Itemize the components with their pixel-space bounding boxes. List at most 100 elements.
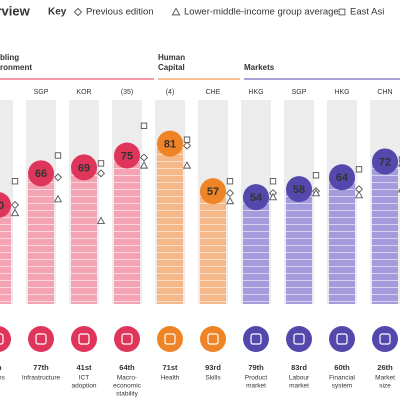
section-label: bling bbox=[0, 53, 19, 62]
pillar-icon-glyph bbox=[336, 333, 348, 345]
score-circle bbox=[0, 192, 11, 218]
square-marker bbox=[183, 136, 191, 143]
pillar-label: Labour bbox=[289, 375, 310, 382]
pillar-label: tions bbox=[0, 375, 6, 382]
key-label: Key bbox=[48, 7, 67, 18]
square-marker bbox=[312, 172, 320, 179]
pillar-label: adoption bbox=[72, 383, 97, 390]
square-marker bbox=[226, 178, 234, 185]
score-circle bbox=[114, 142, 140, 169]
pillar-label: Product bbox=[245, 375, 268, 382]
score-circle bbox=[157, 130, 183, 157]
bar-stripes bbox=[329, 177, 355, 304]
pillar-icon bbox=[28, 326, 54, 352]
score-circle bbox=[372, 148, 398, 175]
bar-stripes bbox=[71, 167, 97, 304]
triangle-marker bbox=[354, 190, 364, 199]
score-label: 57 bbox=[207, 186, 219, 198]
pillar-icon-glyph bbox=[293, 333, 305, 345]
score-circle bbox=[286, 176, 312, 203]
score-label: 50 bbox=[0, 200, 4, 212]
rank-label: 79th bbox=[248, 363, 264, 372]
best-performer: CHE bbox=[206, 89, 221, 96]
score-label: 58 bbox=[293, 184, 305, 196]
section-label: Markets bbox=[244, 63, 275, 72]
pillar-icon-glyph bbox=[0, 333, 4, 345]
rank-label: 71st bbox=[162, 363, 178, 372]
pillar-label: Health bbox=[161, 375, 180, 382]
pillar-label: size bbox=[379, 383, 391, 390]
score-label: 54 bbox=[250, 192, 263, 204]
rank-label: 60th bbox=[334, 363, 350, 372]
pillar-label: Infrastructure bbox=[22, 375, 61, 382]
triangle-marker bbox=[182, 161, 192, 169]
rank-label: 26th bbox=[377, 363, 393, 372]
score-label: 75 bbox=[121, 150, 133, 162]
legend-label: Lower-middle-income group average bbox=[184, 7, 339, 18]
pillar-label: Market bbox=[375, 375, 395, 382]
pillar-label: system bbox=[332, 383, 353, 390]
bar-stripes bbox=[372, 161, 398, 304]
diamond-marker bbox=[96, 169, 106, 178]
triangle-marker bbox=[171, 7, 181, 16]
square-marker bbox=[269, 178, 277, 185]
diamond-marker bbox=[10, 200, 20, 210]
score-label: 64 bbox=[336, 172, 349, 184]
triangle-marker bbox=[311, 188, 321, 197]
best-performer: N bbox=[0, 89, 1, 96]
section-label: Capital bbox=[158, 63, 185, 72]
pillar-icon bbox=[372, 326, 398, 352]
pillar-icon bbox=[71, 326, 97, 352]
pillar-label: Financial bbox=[329, 375, 356, 382]
legend-label: East Asi bbox=[350, 7, 384, 18]
triangle-marker bbox=[139, 161, 149, 169]
triangle-marker bbox=[268, 192, 278, 201]
best-performer: KOR bbox=[76, 89, 91, 96]
pillar-icon-glyph bbox=[121, 333, 133, 345]
diamond-marker bbox=[139, 153, 149, 162]
score-circle bbox=[200, 178, 226, 205]
square-marker bbox=[338, 8, 346, 16]
square-marker bbox=[11, 178, 19, 185]
bar-stripes bbox=[243, 197, 269, 304]
section-label: ronment bbox=[0, 63, 32, 72]
pillar-icon bbox=[286, 326, 312, 352]
square-marker bbox=[97, 160, 105, 167]
rank-label: 77th bbox=[33, 363, 49, 372]
square-marker bbox=[54, 152, 62, 159]
score-label: 69 bbox=[78, 162, 90, 174]
best-performer: HKG bbox=[248, 89, 263, 96]
bar-stripes bbox=[157, 143, 183, 304]
bar-stripes bbox=[28, 173, 54, 304]
pillar-icon-glyph bbox=[207, 333, 219, 345]
pillar-icon bbox=[114, 326, 140, 352]
rank-label: 83rd bbox=[291, 363, 307, 372]
pillar-label: economic bbox=[113, 383, 142, 390]
pillar-label: market bbox=[246, 383, 266, 390]
square-marker bbox=[140, 122, 148, 129]
rank-label: th bbox=[0, 363, 2, 372]
triangle-marker bbox=[225, 196, 235, 205]
pillar-label: stability bbox=[116, 391, 138, 398]
section-label: Human bbox=[158, 53, 185, 62]
diamond-marker bbox=[73, 7, 83, 17]
score-circle bbox=[329, 164, 355, 191]
best-performer: SGP bbox=[292, 89, 307, 96]
triangle-marker bbox=[10, 208, 20, 217]
pillar-icon-glyph bbox=[35, 333, 47, 345]
bar-stripes bbox=[286, 189, 312, 304]
triangle-marker bbox=[53, 194, 63, 203]
bar-stripes bbox=[200, 191, 226, 304]
square-marker bbox=[355, 166, 363, 173]
diamond-marker bbox=[182, 141, 192, 150]
score-circle bbox=[71, 154, 97, 181]
score-label: 66 bbox=[35, 168, 47, 180]
pillar-icon-glyph bbox=[78, 333, 90, 345]
pillar-icon-glyph bbox=[164, 333, 176, 345]
pillar-icon bbox=[200, 326, 226, 352]
score-label: 81 bbox=[164, 139, 176, 151]
pillar-icon-glyph bbox=[379, 333, 391, 345]
pillar-icon bbox=[0, 326, 11, 352]
bar-stripes bbox=[0, 205, 11, 304]
